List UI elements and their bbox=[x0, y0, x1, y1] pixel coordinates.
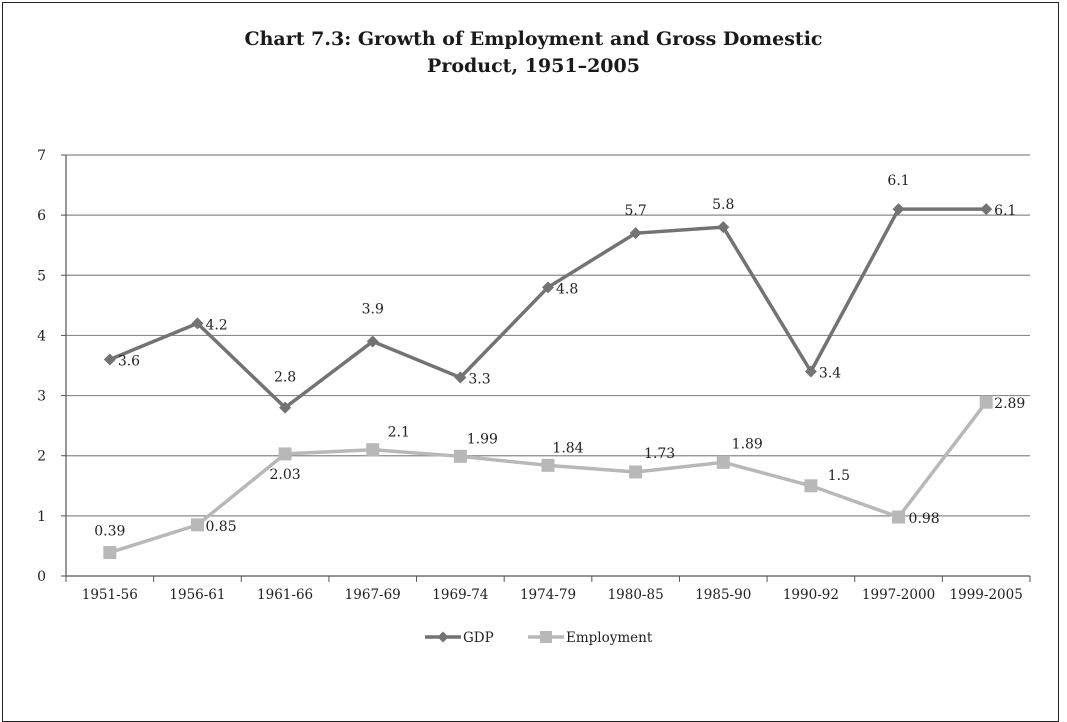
y-tick-label: 7 bbox=[37, 148, 46, 164]
gdp-data-label: 3.9 bbox=[362, 301, 384, 317]
employment-point bbox=[103, 546, 117, 560]
employment-data-label: 0.98 bbox=[909, 511, 940, 527]
employment-point bbox=[366, 443, 380, 457]
x-tick-label: 1999-2005 bbox=[950, 587, 1023, 603]
employment-point bbox=[453, 449, 467, 463]
legend-employment-label: Employment bbox=[566, 630, 653, 646]
gdp-data-label: 3.3 bbox=[468, 372, 490, 388]
employment-point bbox=[804, 479, 818, 493]
series-lines bbox=[103, 203, 993, 560]
gdp-point bbox=[717, 221, 730, 234]
axes: 0 1 2 3 4 5 6 7 1951-56 1956-61 1961-66 1967-69 1969… bbox=[37, 148, 1031, 603]
y-tick-label: 1 bbox=[37, 509, 46, 525]
employment-line bbox=[109, 401, 988, 555]
gdp-point bbox=[366, 335, 379, 348]
x-tick-label: 1951-56 bbox=[82, 587, 138, 603]
x-tick-label: 1985-90 bbox=[695, 587, 751, 603]
gdp-data-label: 5.7 bbox=[625, 203, 647, 219]
data-labels: 3.6 4.2 2.8 3.9 3.3 4.8 5.7 5.8 3.4 6.1 6.1 0.39 0.8… bbox=[94, 173, 1025, 539]
employment-point bbox=[979, 395, 993, 409]
x-tick-label: 1974-79 bbox=[520, 587, 576, 603]
legend: GDP Employment bbox=[425, 630, 653, 646]
chart-title-line-1: Chart 7.3: Growth of Employment and Gros… bbox=[244, 28, 823, 50]
employment-data-label: 1.89 bbox=[732, 436, 763, 452]
legend-employment-marker bbox=[540, 631, 552, 643]
gdp-data-label: 4.2 bbox=[205, 317, 227, 333]
gdp-line bbox=[109, 207, 987, 410]
employment-point bbox=[190, 518, 204, 532]
gdp-data-label: 6.1 bbox=[994, 203, 1016, 219]
employment-point bbox=[892, 510, 906, 524]
gdp-data-label: 4.8 bbox=[556, 281, 578, 297]
gdp-point bbox=[103, 353, 116, 366]
chart-title-line-2: Product, 1951–2005 bbox=[427, 55, 640, 77]
x-tick-label: 1990-92 bbox=[783, 587, 839, 603]
gdp-data-label: 6.1 bbox=[887, 173, 909, 189]
gdp-data-label: 5.8 bbox=[712, 197, 734, 213]
x-tick-label: 1961-66 bbox=[257, 587, 313, 603]
employment-data-label: 1.5 bbox=[828, 468, 850, 484]
gdp-point bbox=[980, 203, 993, 216]
employment-point bbox=[629, 465, 643, 479]
gdp-point bbox=[454, 371, 467, 384]
employment-data-label: 1.84 bbox=[552, 440, 583, 456]
gdp-point bbox=[629, 227, 642, 240]
gdp-point bbox=[892, 203, 905, 216]
gdp-point bbox=[279, 401, 292, 414]
employment-point bbox=[278, 447, 292, 461]
y-tick-label: 2 bbox=[37, 449, 46, 465]
grid-lines bbox=[66, 154, 1030, 517]
employment-data-label: 2.1 bbox=[388, 425, 410, 441]
employment-data-label: 0.85 bbox=[205, 519, 236, 535]
x-tick-label: 1997-2000 bbox=[862, 587, 935, 603]
legend-gdp-marker bbox=[437, 631, 449, 643]
y-tick-label: 3 bbox=[37, 389, 46, 405]
gdp-point bbox=[804, 365, 817, 378]
gdp-point bbox=[191, 317, 204, 330]
y-tick-label: 4 bbox=[37, 328, 46, 344]
employment-point bbox=[541, 458, 555, 472]
employment-data-label: 2.89 bbox=[994, 396, 1025, 412]
gdp-data-label: 3.4 bbox=[819, 366, 841, 382]
x-tick-label: 1980-85 bbox=[608, 587, 664, 603]
x-tick-label: 1956-61 bbox=[169, 587, 225, 603]
gdp-data-label: 3.6 bbox=[118, 353, 140, 369]
employment-point bbox=[716, 455, 730, 469]
employment-data-label: 2.03 bbox=[270, 467, 301, 483]
x-tick-label: 1967-69 bbox=[345, 587, 401, 603]
y-tick-label: 0 bbox=[37, 569, 46, 585]
gdp-point bbox=[542, 281, 554, 294]
employment-data-label: 1.73 bbox=[644, 446, 675, 462]
gdp-data-label: 2.8 bbox=[274, 370, 296, 386]
x-tick-label: 1969-74 bbox=[432, 587, 488, 603]
y-tick-label: 5 bbox=[37, 268, 46, 284]
employment-data-label: 0.39 bbox=[94, 524, 125, 540]
chart-title: Chart 7.3: Growth of Employment and Gros… bbox=[0, 26, 1067, 80]
y-tick-label: 6 bbox=[37, 208, 46, 224]
legend-gdp-label: GDP bbox=[463, 630, 494, 646]
employment-data-label: 1.99 bbox=[467, 431, 498, 447]
